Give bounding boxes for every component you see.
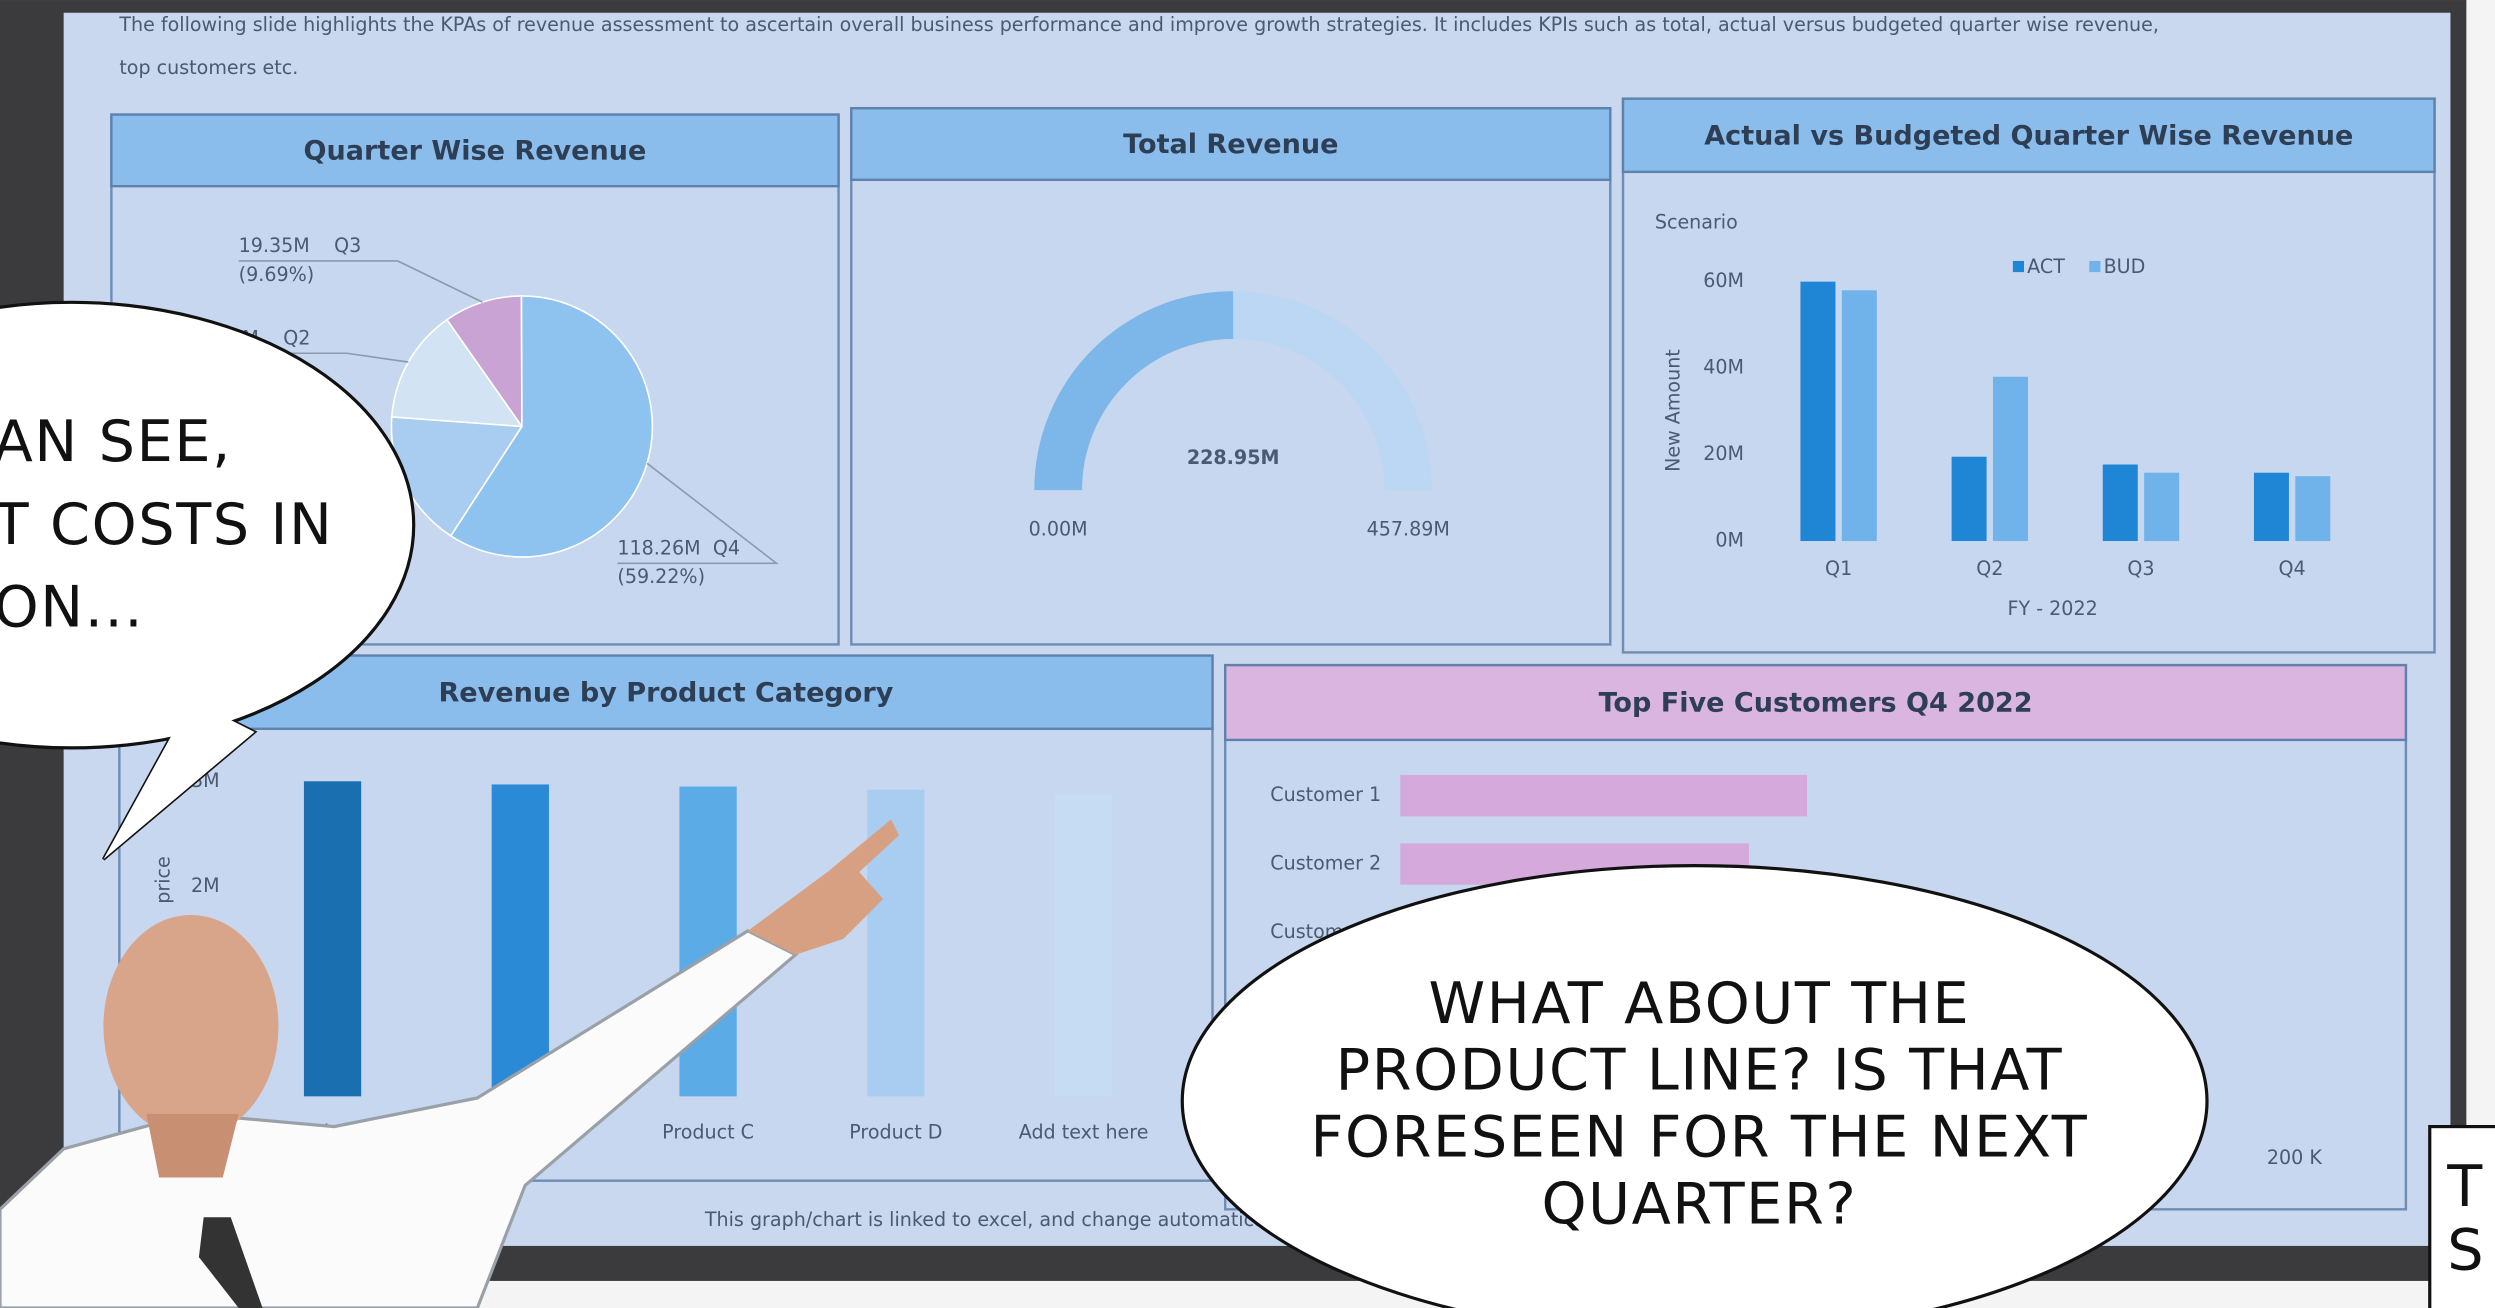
neck (146, 1114, 238, 1178)
speech-line: QUARTER? (1541, 1170, 1857, 1237)
bar (1800, 282, 1835, 541)
gauge-value-label: 228.95M (1187, 446, 1280, 469)
description: top customers etc. (119, 56, 298, 79)
y-axis-label: price (151, 856, 174, 903)
speech-line: FORESEEN FOR THE NEXT (1310, 1104, 2088, 1171)
x-tick-label: Q1 (1825, 557, 1852, 580)
y-axis-label: New Amount (1661, 349, 1684, 472)
slice-label: Q2 (283, 326, 310, 349)
bar (304, 781, 361, 1096)
bar (492, 784, 549, 1096)
percent-label: (59.22%) (617, 565, 705, 588)
bar (2144, 473, 2179, 541)
panel-title: Total Revenue (1123, 129, 1338, 160)
gauge-tick-label: 0.00M (1029, 517, 1088, 540)
x-tick-label: Product D (849, 1120, 942, 1143)
legend-swatch (2013, 261, 2024, 272)
y-tick-label: 60M (1703, 269, 1744, 292)
slice-label: Q4 (713, 536, 740, 559)
speech-line: PRODUCT LINE? IS THAT (1336, 1037, 2064, 1104)
panel-title: Quarter Wise Revenue (304, 135, 647, 166)
y-tick-label: Customer 1 (1270, 783, 1381, 806)
y-tick-label: 2M (191, 874, 220, 897)
y-tick-label: 20M (1703, 442, 1744, 465)
x-tick-label: Q3 (2127, 557, 2154, 580)
caption-line: T (2446, 1153, 2484, 1220)
panel (119, 656, 1212, 1181)
speech-line: AN SEE, (0, 408, 232, 475)
x-tick-label: Product C (662, 1120, 754, 1143)
y-tick-label: 40M (1703, 356, 1744, 379)
bar (1055, 794, 1112, 1096)
legend-swatch (2089, 261, 2100, 272)
panel-title: Top Five Customers Q4 2022 (1599, 688, 2033, 719)
bar (2295, 476, 2330, 541)
panel (1623, 99, 2435, 653)
bar (2254, 473, 2289, 541)
panel (851, 108, 1610, 644)
data-label: 118.26M (617, 536, 700, 559)
head (103, 915, 278, 1138)
panel-title: Revenue by Product Category (438, 677, 893, 708)
legend-label: BUD (2104, 255, 2146, 278)
speech-line: T COSTS IN (0, 491, 333, 558)
speech-line: WHAT ABOUT THE (1429, 970, 1971, 1037)
caption-line: S (2447, 1216, 2485, 1283)
slice-label: Q3 (334, 234, 361, 257)
bar (1993, 377, 2028, 541)
gauge-tick-label: 457.89M (1367, 517, 1450, 540)
y-tick-label: 0M (1715, 529, 1744, 552)
x-axis-label: FY - 2022 (2008, 597, 2098, 620)
caption-text: TS (2446, 1153, 2485, 1284)
x-tick-label: Q4 (2279, 557, 2306, 580)
bar (1400, 775, 1807, 816)
comic-panel: The following slide highlights the KPAs … (0, 0, 2495, 1308)
description: The following slide highlights the KPAs … (118, 13, 2159, 36)
panel-title: Actual vs Budgeted Quarter Wise Revenue (1704, 120, 2353, 151)
bar (1842, 290, 1877, 541)
legend-title: Scenario (1655, 210, 1738, 233)
percent-label: (9.69%) (239, 263, 315, 286)
bar (2103, 465, 2138, 542)
speech-line: ON... (0, 574, 144, 641)
x-tick-label: Add text here (1019, 1120, 1149, 1143)
data-label: 19.35M (239, 234, 310, 257)
bar (1952, 457, 1987, 541)
y-tick-label: Customer 2 (1270, 852, 1381, 875)
x-tick-label: Q2 (1976, 557, 2003, 580)
x-tick-label: 200 K (2267, 1146, 2322, 1169)
legend-label: ACT (2027, 255, 2065, 278)
